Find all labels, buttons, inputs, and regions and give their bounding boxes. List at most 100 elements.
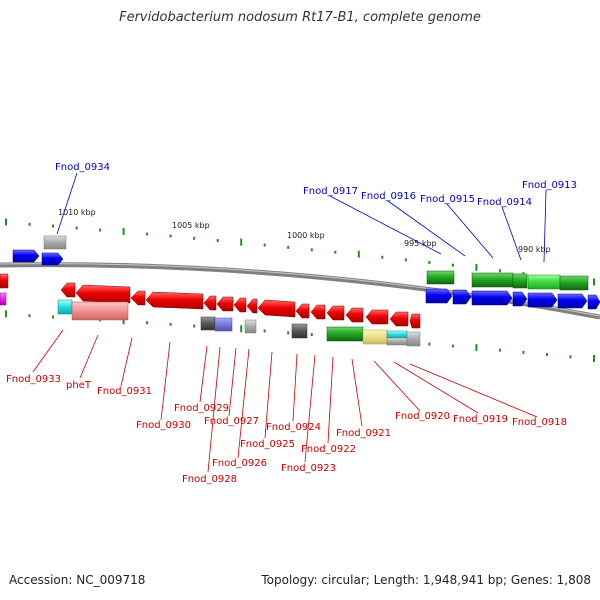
upper-tick-3 [75, 226, 78, 230]
upper-scale-ticks [5, 218, 595, 286]
gene-fwd-blue-9[interactable] [587, 294, 600, 310]
upper-tick-19 [451, 263, 454, 267]
lower-tick-7 [169, 322, 172, 326]
gene-fwd-blue-5[interactable] [471, 290, 513, 306]
label-fnod-0931: Fnod_0931 [97, 386, 152, 397]
lower-tick-19 [451, 344, 454, 348]
gene-fnod-0924-dark[interactable] [291, 323, 308, 339]
upper-tick-21 [498, 269, 501, 273]
upper-tick-4 [99, 228, 102, 232]
lower-tick-24 [569, 355, 572, 359]
lower-tick-2 [52, 315, 54, 319]
upper-tick-1 [28, 222, 31, 226]
upper-tick-15 [357, 250, 360, 258]
gene-fnod-0919-gray[interactable] [406, 331, 421, 347]
scale-label-1010: 1010 kbp [58, 208, 96, 217]
gene-rev-red-12[interactable] [326, 305, 345, 321]
gene-fnod-0921-yellow[interactable] [362, 329, 388, 345]
gene-rev-red-edge[interactable] [0, 273, 9, 289]
gene-fnod-0929-dark[interactable] [200, 316, 216, 331]
upper-tick-17 [404, 258, 407, 262]
gene-rev-red-10[interactable] [295, 303, 310, 319]
upper-tick-9 [216, 239, 219, 242]
label-fnod-0920: Fnod_0920 [395, 411, 450, 422]
gene-fwd-lime-end[interactable] [559, 275, 589, 291]
label-fnod-0917: Fnod_0917 [303, 186, 358, 197]
gene-fwd-blue-8[interactable] [557, 293, 588, 309]
gene-rev-red-7[interactable] [233, 297, 247, 313]
gene-rev-magenta-edge[interactable] [0, 292, 7, 306]
gene-rev-red-11[interactable] [310, 304, 326, 320]
gene-rev-red-3[interactable] [130, 290, 146, 306]
gene-fwd-blue-6[interactable] [512, 291, 528, 307]
scale-label-990: 990 kbp [518, 245, 551, 254]
gene-rev-red-8[interactable] [246, 298, 258, 314]
gene-rev-red-14[interactable] [365, 309, 389, 325]
gene-fwd-blue-7[interactable] [527, 292, 558, 308]
gene-rev-red-1[interactable] [60, 282, 76, 298]
label-fnod-0918: Fnod_0918 [512, 417, 567, 428]
gene-fnod-0926-gray[interactable] [244, 319, 257, 334]
gene-fnod-0920-gray[interactable] [386, 337, 408, 346]
gene-fnod-0917-green[interactable] [426, 270, 455, 285]
gene-fnod-0922-green[interactable] [326, 326, 364, 342]
upper-tick-6 [146, 232, 149, 236]
gene-rev-red-5[interactable] [203, 295, 217, 311]
label-fnod-0924: Fnod_0924 [266, 422, 321, 433]
label-fnod-0916: Fnod_0916 [361, 191, 416, 202]
upper-tick-13 [310, 248, 313, 252]
forward-label-leaders [56, 172, 547, 263]
label-fnod-0929: Fnod_0929 [174, 403, 229, 414]
scale-label-1005: 1005 kbp [172, 221, 210, 230]
lower-tick-8 [193, 324, 196, 328]
lower-tick-18 [428, 342, 431, 346]
gene-fnod-0915-green[interactable] [471, 272, 514, 288]
gene-rev-red-2[interactable] [75, 284, 131, 304]
lower-tick-11 [263, 329, 266, 333]
scale-label-1000: 1000 kbp [287, 231, 325, 240]
upper-tick-5 [122, 228, 125, 235]
lower-tick-20 [475, 344, 478, 352]
reverse-label-leaders [32, 329, 538, 473]
label-fnod-0930: Fnod_0930 [136, 420, 191, 431]
label-fnod-0914: Fnod_0914 [477, 197, 532, 208]
gene-fwd-blue-1[interactable] [12, 249, 40, 263]
gene-rev-red-6[interactable] [216, 296, 234, 312]
lower-tick-21 [498, 348, 501, 352]
label-fnod-0934: Fnod_0934 [55, 162, 110, 173]
gene-rev-red-15[interactable] [389, 311, 409, 327]
gene-fnod-0933-cyan[interactable] [57, 299, 73, 315]
lower-tick-10 [240, 325, 243, 333]
gene-rev-red-13[interactable] [345, 307, 364, 323]
upper-tick-18 [428, 261, 431, 264]
upper-tick-8 [193, 236, 196, 240]
gene-fnod-0913-lime[interactable] [527, 274, 561, 290]
upper-tick-14 [334, 250, 337, 254]
gene-fwd-blue-3[interactable] [425, 288, 453, 304]
upper-tick-20 [475, 263, 478, 271]
label-fnod-0921: Fnod_0921 [336, 428, 391, 439]
gene-rev-red-4[interactable] [145, 291, 204, 310]
label-fnod-0925: Fnod_0925 [240, 439, 295, 450]
gene-fnod-0920-cyan[interactable] [386, 330, 408, 339]
label-fnod-0915: Fnod_0915 [420, 194, 475, 205]
gene-fnod-0928-purple[interactable] [214, 317, 233, 332]
gene-rev-red-9[interactable] [257, 299, 296, 318]
label-fnod-0913: Fnod_0913 [522, 180, 577, 191]
gene-phet-pink[interactable] [71, 301, 129, 321]
upper-tick-22 [522, 272, 525, 276]
gene-rev-red-16[interactable] [409, 313, 421, 329]
label-fnod-0927: Fnod_0927 [204, 416, 259, 427]
gene-fnod-0934-gray[interactable] [43, 235, 67, 250]
label-fnod-0933: Fnod_0933 [6, 374, 61, 385]
lower-tick-12 [287, 331, 290, 335]
label-fnod-0926: Fnod_0926 [212, 458, 267, 469]
gene-fnod-0914-green[interactable] [512, 273, 528, 289]
gene-fwd-blue-2[interactable] [41, 252, 64, 266]
label-fnod-0922: Fnod_0922 [301, 444, 356, 455]
upper-tick-7 [169, 234, 172, 238]
lower-tick-22 [522, 350, 525, 354]
gene-fwd-blue-4[interactable] [452, 289, 472, 305]
upper-tick-0 [5, 218, 7, 226]
